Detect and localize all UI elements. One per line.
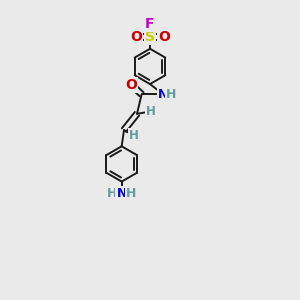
Text: H: H [129,129,139,142]
Text: H: H [107,187,118,200]
Text: H: H [126,187,136,200]
Text: F: F [145,17,155,31]
Text: S: S [145,30,155,44]
Text: N: N [158,88,168,101]
Text: H: H [146,105,156,118]
Text: N: N [116,187,127,200]
Text: O: O [130,30,142,44]
Text: H: H [166,88,177,101]
Text: O: O [125,78,137,92]
Text: O: O [158,30,170,44]
